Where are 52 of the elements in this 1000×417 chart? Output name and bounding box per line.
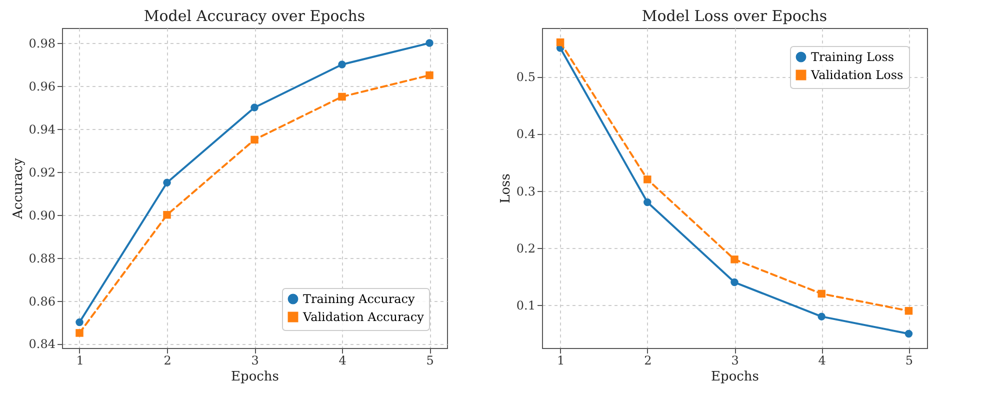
point [818,290,826,298]
legend-label: Validation Loss [810,68,904,82]
point [338,60,346,68]
point [426,39,434,47]
y-tick-label: 0.5 [516,70,536,84]
point [426,71,434,80]
point [163,210,171,219]
point [250,136,258,144]
legend-label: Training Loss [811,50,894,64]
chart-title: Model Loss over Epochs [642,7,828,25]
x-tick-label: 4 [338,354,347,368]
legend-label: Training Accuracy [303,292,415,306]
y-tick-label: 0.92 [28,165,56,180]
point [818,312,826,320]
point [730,256,738,264]
y-tick-label: 0.98 [28,36,56,51]
x-axis-title: Epochs [711,370,759,384]
x-tick-label: 3 [251,354,259,368]
legend-label: Validation Accuracy [302,310,424,324]
y-tick-label: 0.90 [28,208,56,222]
y-tick-label: 0.94 [28,122,56,136]
point [904,306,913,315]
y-tick-label: 0.96 [28,79,56,94]
point [76,318,84,326]
x-tick-label: 5 [426,354,434,368]
y-axis-title: Accuracy [10,157,26,220]
x-tick-label: 5 [905,354,914,368]
x-tick-label: 1 [556,354,565,368]
y-tick-label: 0.1 [516,298,536,313]
y-tick-label: 0.3 [516,184,536,198]
x-tick-label: 1 [76,354,84,368]
point [76,329,84,337]
y-tick-label: 0.4 [516,127,536,142]
point [644,176,652,184]
x-tick-label: 2 [644,354,652,368]
x-tick-label: 4 [818,354,826,368]
point [163,178,171,186]
y-tick-label: 0.86 [28,294,56,308]
x-tick-label: 2 [164,354,172,368]
point [338,92,346,101]
point [556,38,564,46]
x-axis-title: Epochs [231,370,279,384]
y-tick-label: 0.84 [28,337,56,352]
point [730,278,738,286]
y-tick-label: 0.88 [28,251,56,266]
x-tick-label: 3 [731,354,739,368]
point [904,330,913,338]
y-axis-title: Loss [498,174,514,204]
point [644,198,652,206]
point [250,104,258,112]
chart-title: Model Accuracy over Epochs [144,7,366,25]
y-tick-label: 0.2 [516,242,536,256]
